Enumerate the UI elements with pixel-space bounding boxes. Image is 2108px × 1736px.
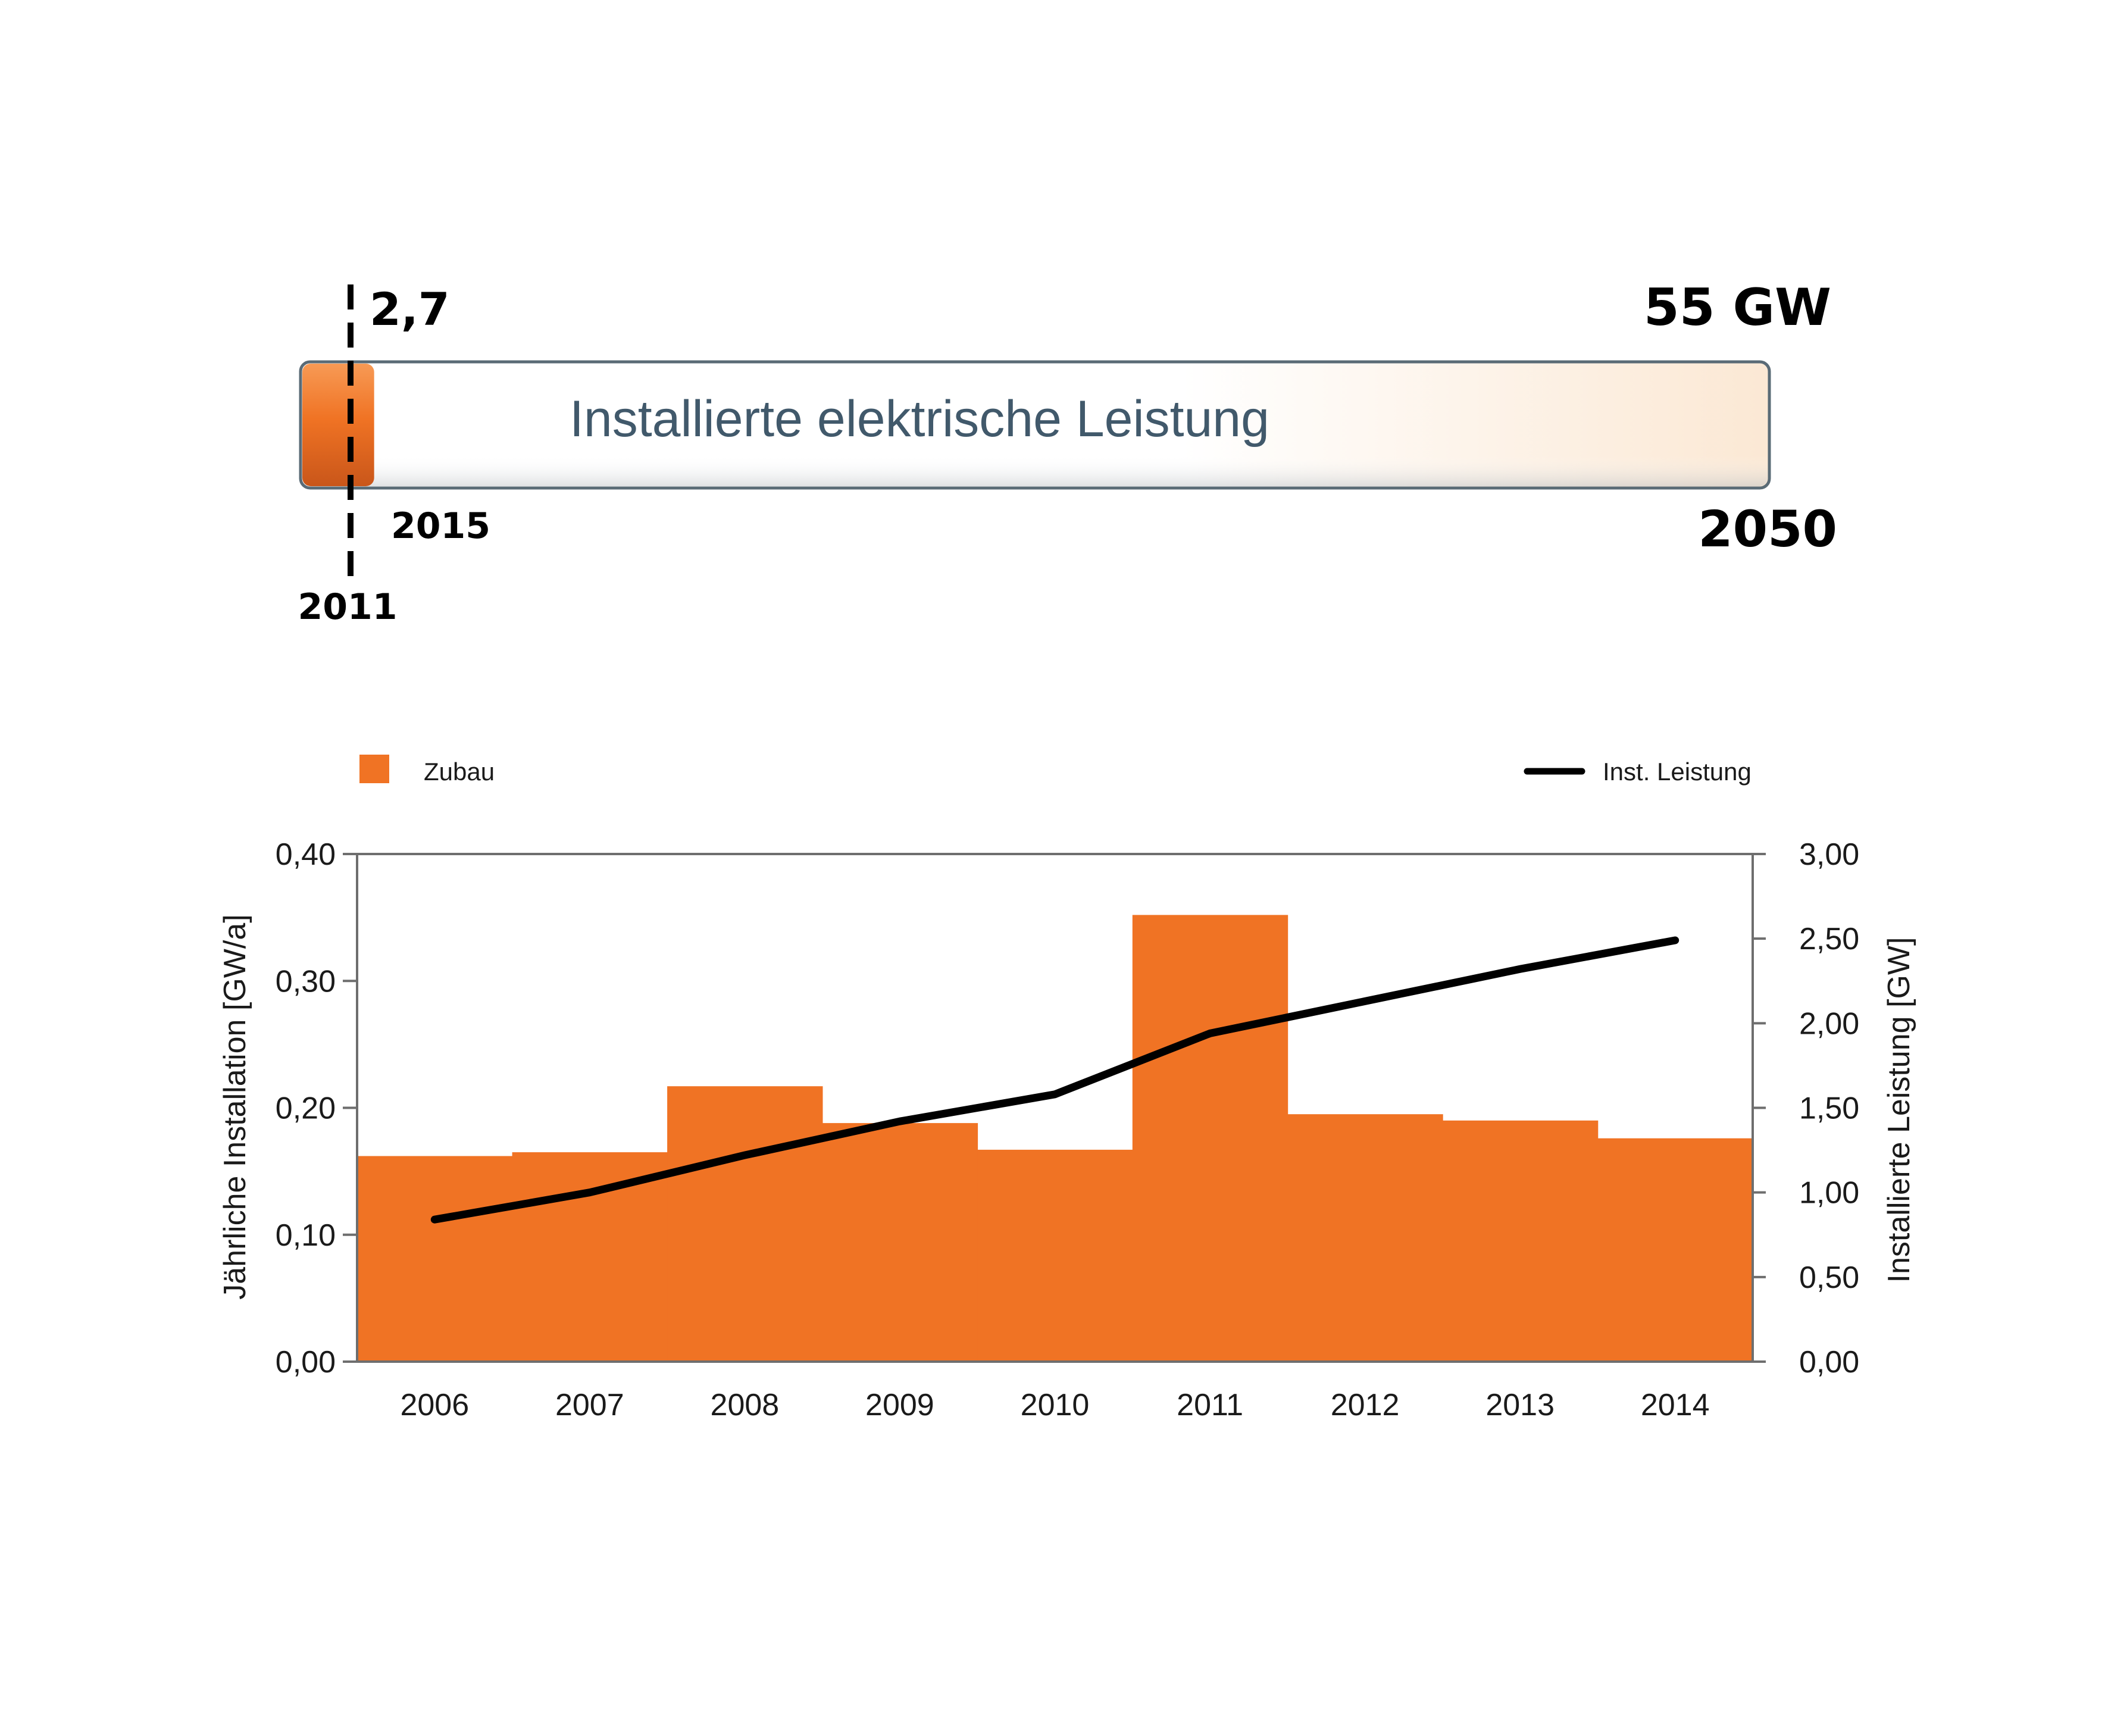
bar-2014 <box>1597 1138 1753 1362</box>
progress-fill <box>302 364 374 486</box>
legend-label-zubau: Zubau <box>424 758 495 786</box>
line-series-inst-leistung <box>430 936 1679 1224</box>
bar-2011 <box>1132 915 1288 1362</box>
legend-label-inst-leistung: Inst. Leistung <box>1603 758 1752 786</box>
right-tick-label: 1,50 <box>1799 1091 1859 1126</box>
progress-indicator: Installierte elektrische Leistung 2,7 55… <box>298 278 1838 628</box>
bar-2007 <box>512 1152 668 1362</box>
x-tick-label: 2012 <box>1331 1388 1400 1422</box>
progress-track-shade <box>302 364 1768 486</box>
legend-swatch-zubau <box>359 755 389 783</box>
x-tick-label: 2010 <box>1021 1388 1090 1422</box>
left-tick-label: 0,30 <box>276 964 336 999</box>
bar-series-zubau <box>357 915 1753 1362</box>
left-tick-label: 0,20 <box>276 1091 336 1126</box>
bar-2013 <box>1442 1120 1599 1362</box>
x-tick-label: 2008 <box>711 1388 780 1422</box>
current-year-label: 2015 <box>391 505 490 547</box>
right-tick-label: 0,00 <box>1799 1345 1859 1380</box>
x-tick-label: 2007 <box>555 1388 624 1422</box>
left-tick-label: 0,40 <box>276 837 336 872</box>
right-tick-label: 0,50 <box>1799 1260 1859 1295</box>
start-year-label: 2011 <box>298 586 398 628</box>
target-value-label: 55 GW <box>1644 278 1831 337</box>
end-year-label: 2050 <box>1698 500 1837 558</box>
left-axis: 0,00 0,10 0,20 0,30 0,40 <box>276 837 357 1380</box>
bar-2006 <box>357 1156 513 1362</box>
right-axis-label: Installierte Leistung [GW] <box>1882 937 1916 1283</box>
current-value-label: 2,7 <box>370 283 450 336</box>
x-tick-label: 2014 <box>1641 1388 1710 1422</box>
x-tick-label: 2013 <box>1485 1388 1555 1422</box>
right-tick-label: 3,00 <box>1799 837 1859 872</box>
chart-legend: Zubau Inst. Leistung <box>359 755 1752 786</box>
x-tick-label: 2009 <box>865 1388 934 1422</box>
bar-2010 <box>977 1149 1133 1362</box>
left-tick-label: 0,10 <box>276 1218 336 1253</box>
bar-2012 <box>1287 1114 1443 1362</box>
x-tick-label: 2006 <box>400 1388 469 1422</box>
x-tick-label: 2011 <box>1177 1388 1243 1422</box>
right-tick-label: 1,00 <box>1799 1176 1859 1210</box>
right-axis: 0,00 0,50 1,00 1,50 2,00 2,50 3,00 <box>1753 837 1859 1380</box>
left-tick-label: 0,00 <box>276 1345 336 1380</box>
right-tick-label: 2,50 <box>1799 922 1859 956</box>
bar-2008 <box>667 1086 823 1362</box>
x-axis: 2006 2007 2008 2009 2010 2011 2012 2013 2014 <box>400 1388 1709 1422</box>
bar-2009 <box>822 1123 978 1362</box>
progress-title: Installierte elektrische Leistung <box>570 390 1269 448</box>
combo-chart: 0,00 0,10 0,20 0,30 0,40 0,00 0,50 1,00 1,50 2,0… <box>218 837 1916 1422</box>
left-axis-label: Jährliche Installation [GW/a] <box>218 914 252 1299</box>
right-tick-label: 2,00 <box>1799 1006 1859 1041</box>
